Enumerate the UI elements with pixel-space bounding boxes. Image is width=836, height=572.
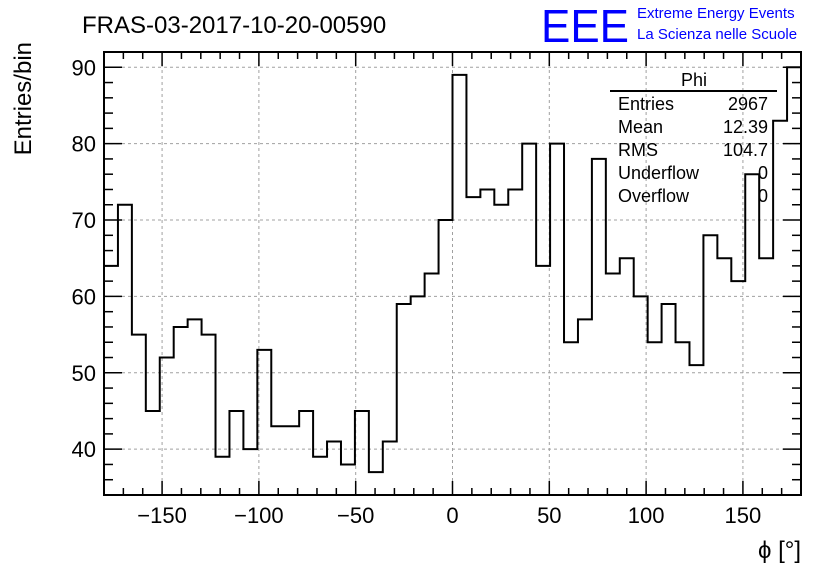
stats-label: Overflow [618, 186, 690, 206]
stats-value: 104.7 [723, 140, 768, 160]
y-tick-labels: 40 50 60 70 80 90 [72, 55, 96, 462]
stats-value: 0 [758, 163, 768, 183]
x-tick-label: 0 [446, 503, 458, 528]
axes [103, 51, 802, 496]
chart-title: FRAS-03-2017-10-20-00590 [82, 12, 386, 39]
y-tick-label: 90 [72, 55, 96, 80]
y-tick-label: 50 [72, 361, 96, 386]
stats-value: 12.39 [723, 117, 768, 137]
logo-line-1: Extreme Energy Events [637, 5, 795, 22]
x-tick-label: 150 [725, 503, 762, 528]
stats-label: Underflow [618, 163, 700, 183]
y-tick-label: 80 [72, 132, 96, 157]
stats-box: Phi Entries 2967 Mean 12.39 RMS 104.7 Underflo… [610, 70, 777, 206]
logo-line-2: La Scienza nelle Scuole [637, 26, 797, 43]
stats-rows: Entries 2967 Mean 12.39 RMS 104.7 Underflow 0 Ov… [618, 94, 768, 206]
histogram-series [104, 66, 801, 474]
x-tick-label: 100 [628, 503, 665, 528]
x-tick-label: 50 [537, 503, 561, 528]
eee-logo: EEE Extreme Energy Events La Scienza nel… [541, 0, 797, 52]
y-axis-title: Entries/bin [10, 42, 37, 155]
y-tick-label: 60 [72, 284, 96, 309]
stats-label: Mean [618, 117, 663, 137]
stats-label: RMS [618, 140, 658, 160]
x-tick-labels: −150 −100 −50 0 50 100 150 [137, 503, 761, 528]
x-tick-label: −150 [137, 503, 187, 528]
logo-mark: EEE [541, 0, 629, 52]
x-axis-title: ϕ [°] [758, 537, 801, 564]
x-tick-label: −100 [234, 503, 284, 528]
stats-label: Entries [618, 94, 674, 114]
stats-box-title: Phi [681, 70, 707, 90]
stats-value: 0 [758, 186, 768, 206]
y-tick-label: 40 [72, 437, 96, 462]
stats-value: 2967 [728, 94, 768, 114]
y-tick-label: 70 [72, 208, 96, 233]
x-tick-label: −50 [337, 503, 374, 528]
